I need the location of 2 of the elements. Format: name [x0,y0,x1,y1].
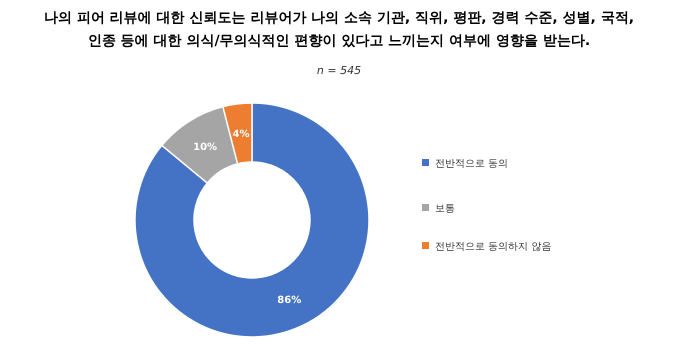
subtitle: n = 545 [316,64,362,77]
title: 나의 피어 리뷰에 대한 신뢰도는 리뷰어가 나의 소속 기관, 직위, 평판, 경력 수준, 성별, 국적, 인종 등에 대한 의식/무의식적인 편향이 있다고 느끼는지 여부에 영향을 받는다. [44,10,634,49]
